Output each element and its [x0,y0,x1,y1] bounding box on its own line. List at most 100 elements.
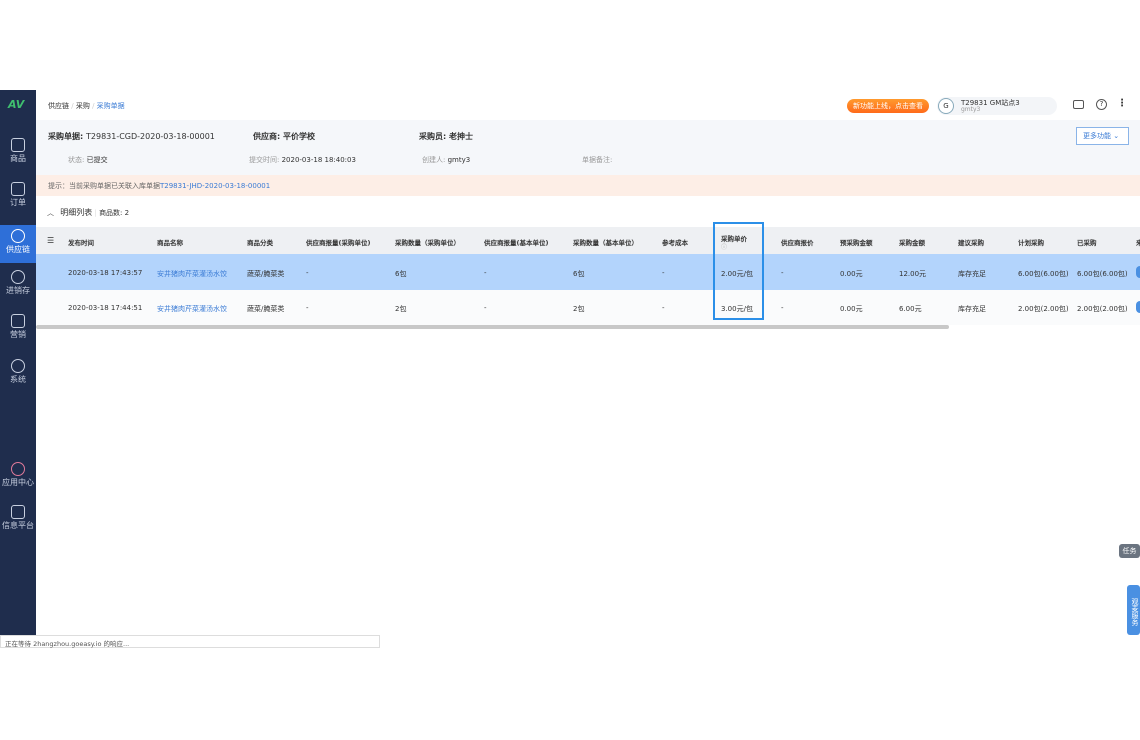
table-cell: 6.00元 [899,305,922,313]
column-header[interactable]: 采购数量（基本单位） [573,239,638,247]
column-header[interactable]: 采购单价 [721,235,747,243]
status-label: 状态: [68,156,85,164]
column-settings-icon[interactable]: ☰ [47,236,55,245]
sidebar-item-system[interactable]: 系统 [0,355,36,393]
column-header[interactable]: 预采购金额 [840,239,873,247]
help-icon[interactable]: ? [1096,99,1107,110]
column-header[interactable]: 供应商报量(采购单位) [306,239,371,247]
table-cell: 2.00元/包 [721,270,753,278]
sidebar-item-label: 进销存 [6,286,30,295]
top-bar: 供应链 / 采购 / 采购单据 新功能上线，点击查看 G T29831 GM站点… [36,90,1140,120]
sidebar-item-label: 系统 [10,375,26,384]
collapse-icon[interactable]: ︿ [47,209,54,217]
table-cell: 2.00包(2.00包) [1018,305,1069,313]
column-header[interactable]: 计划采购 [1018,239,1044,247]
sidebar-item-label: 商品 [10,154,26,163]
column-header[interactable]: 发布时间 [68,239,94,247]
table-row[interactable] [36,254,1140,290]
sidebar-item-info-platform[interactable]: 信息平台 [0,501,36,539]
chevron-down-icon: ⌄ [1113,132,1120,140]
more-functions-button[interactable]: 更多功能 ⌄ [1076,127,1129,145]
user-name: gmty3 [961,106,981,113]
table-cell: - [662,269,665,277]
inventory-icon [11,270,25,284]
table-cell: 2020-03-18 17:43:57 [68,269,143,277]
sidebar-item-label: 营销 [10,330,26,339]
promo-button[interactable]: 新功能上线，点击查看 [847,99,929,113]
column-header[interactable]: 采购数量（采购单位） [395,239,460,247]
sidebar-item-app-center[interactable]: 应用中心 [0,458,36,496]
buyer-value: 老抻士 [449,132,473,141]
sidebar-item-goods[interactable]: 商品 [0,134,36,172]
submit-time-value: 2020-03-18 18:40:03 [281,156,356,164]
table-cell: 2包 [573,305,585,313]
action-toggle[interactable] [1136,301,1140,313]
table-cell: 6.00包(6.00包) [1077,270,1128,278]
table-cell: - [484,304,487,312]
table-cell: 蔬菜/腌菜类 [247,270,285,278]
sidebar-item-label: 应用中心 [2,478,34,487]
message-icon[interactable] [1073,100,1084,109]
supplier-value: 平价学校 [283,132,315,141]
service-button[interactable]: 观麦服务 [1127,585,1140,635]
column-header[interactable]: 来 [1136,239,1140,247]
table-cell: 2包 [395,305,407,313]
table-cell: - [484,269,487,277]
apps-icon [11,462,25,476]
sidebar-item-supply-chain[interactable]: 供应链 [0,225,36,263]
table-cell: 6包 [395,270,407,278]
sidebar-item-label: 供应链 [6,245,30,254]
sidebar-item-inventory[interactable]: 进销存 [0,266,36,304]
linked-doc-link[interactable]: T29831-JHD-2020-03-18-00001 [160,182,271,190]
station-name: T29831 GM站点3 [961,99,1020,107]
table-cell[interactable]: 安井猪肉芹菜灌汤水饺 [157,270,227,278]
table-cell: - [662,304,665,312]
tag-icon [11,314,25,328]
list-title: 明细列表 [60,208,93,217]
table-header [36,227,1140,254]
task-button[interactable]: 任务 [1119,544,1140,558]
column-header[interactable]: 参考成本 [662,239,688,247]
doc-number: T29831-CGD-2020-03-18-00001 [86,132,215,141]
sidebar-item-marketing[interactable]: 营销 [0,310,36,348]
column-header[interactable]: 已采购 [1077,239,1097,247]
horizontal-scrollbar[interactable] [36,325,949,329]
table-cell: 6.00包(6.00包) [1018,270,1069,278]
table-cell: 3.00元/包 [721,305,753,313]
submit-time-label: 提交时间: [249,156,280,164]
creator-label: 创建人: [422,156,446,164]
breadcrumb-current: 采购单据 [96,102,125,110]
breadcrumb-item[interactable]: 供应链 [48,102,69,110]
sidebar-item-orders[interactable]: 订单 [0,178,36,216]
table-cell: 12.00元 [899,270,927,278]
swap-icon [11,229,25,243]
notice-text: 提示：当前采购单据已关联入库单据 [48,182,160,190]
table-cell[interactable]: 安井猪肉芹菜灌汤水饺 [157,305,227,313]
gear-icon [11,359,25,373]
table-row[interactable] [36,290,1140,325]
column-header[interactable]: 建议采购 [958,239,984,247]
table-cell: 2020-03-18 17:44:51 [68,304,143,312]
sidebar-item-label: 信息平台 [2,521,34,530]
table-cell: 库存充足 [958,270,986,278]
buyer-label: 采购员: [419,132,447,141]
help-icon[interactable]: ⓘ [721,244,728,251]
account-switcher[interactable]: G T29831 GM站点3 gmty3 [937,97,1057,115]
column-header[interactable]: 供应商报价 [781,239,814,247]
breadcrumb: 供应链 / 采购 / 采购单据 [48,102,125,110]
action-toggle[interactable] [1136,266,1140,278]
column-header[interactable]: 采购金额 [899,239,925,247]
column-header[interactable]: 商品名称 [157,239,183,247]
highlight-box [713,222,764,320]
column-header[interactable]: 供应商报量(基本单位) [484,239,549,247]
table-cell: - [306,269,309,277]
notice-bar: 提示：当前采购单据已关联入库单据T29831-JHD-2020-03-18-00… [36,175,1140,196]
remark-label: 单据备注: [582,156,613,164]
sidebar-item-label: 订单 [10,198,26,207]
breadcrumb-item[interactable]: 采购 [75,102,90,110]
table-cell: - [306,304,309,312]
more-menu-icon[interactable]: ⋮ [1117,98,1127,109]
table-cell: 库存充足 [958,305,986,313]
order-icon [11,182,25,196]
column-header[interactable]: 商品分类 [247,239,273,247]
